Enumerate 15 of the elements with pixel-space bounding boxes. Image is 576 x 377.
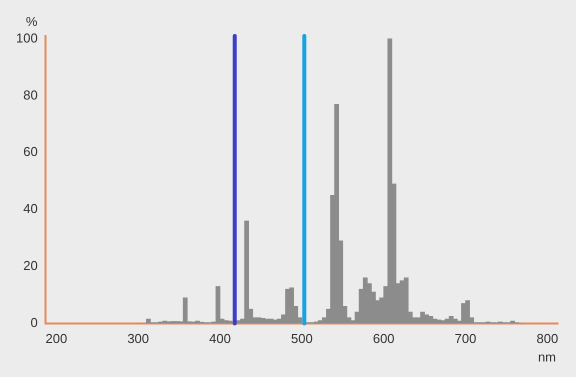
x-tick-label: 200 [45,330,68,346]
y-tick-label: 100 [16,30,38,46]
x-tick-label: 800 [536,330,558,346]
x-tick-label: 600 [372,330,395,346]
y-tick-label: 40 [23,201,38,216]
y-tick-label: 20 [23,258,38,274]
y-tick-label: 0 [30,314,38,330]
y-tick-label: 60 [23,144,38,160]
y-axis-title: % [26,14,38,29]
y-tick-label: 80 [23,87,38,102]
x-tick-label: 500 [290,330,313,346]
x-tick-label: 700 [454,330,476,346]
x-tick-label: 300 [127,330,150,346]
x-axis-title: nm [538,349,556,364]
x-tick-label: 400 [209,330,231,346]
